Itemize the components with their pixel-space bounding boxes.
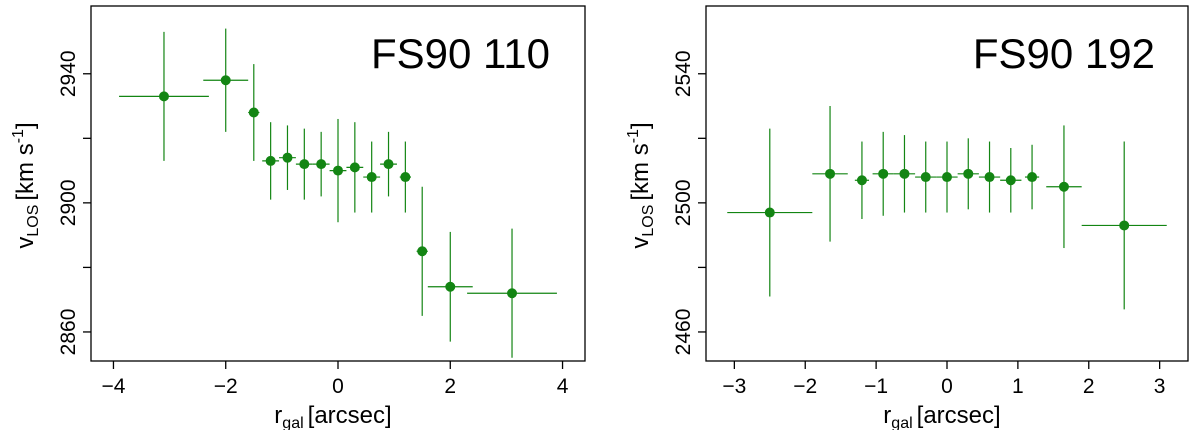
x-axis-label-sub: gal (282, 415, 303, 430)
y-axis-label-exponent: -1 (625, 129, 642, 143)
data-point (333, 165, 343, 176)
data-point (507, 288, 518, 299)
y-tick-label: 2940 (57, 50, 80, 97)
x-axis-label-main: r (274, 402, 282, 429)
y-axis-label-close: ] (627, 122, 654, 129)
y-axis-label-sub: LOS (25, 205, 42, 237)
data-point (248, 107, 259, 118)
data-point-group (363, 141, 381, 213)
data-point (265, 155, 276, 166)
x-tick-label: 1 (1012, 375, 1024, 398)
x-tick-label: −2 (793, 375, 817, 398)
x-axis-label-unit: [arcsec] (308, 402, 392, 429)
data-point-group (399, 141, 411, 213)
x-axis-label-sub: gal (891, 415, 912, 430)
data-point (158, 91, 169, 102)
data-point (299, 159, 310, 170)
x-tick-label: 3 (1154, 375, 1166, 398)
data-point-group (854, 141, 870, 219)
data-point (920, 172, 931, 183)
y-axis-label-exponent: -1 (10, 129, 27, 143)
data-point-group (915, 141, 937, 213)
data-point-group (727, 128, 813, 297)
data-point (825, 168, 836, 179)
x-tick-label: 2 (444, 375, 456, 398)
data-point-group (248, 64, 260, 161)
y-tick-label: 2860 (57, 309, 80, 356)
data-point (984, 172, 995, 183)
x-axis-label: rgal [arcsec] (883, 402, 1000, 430)
data-point (899, 168, 910, 179)
data-point-group (119, 31, 209, 161)
y-tick-label: 2500 (672, 180, 695, 227)
y-axis-label-main: v (627, 237, 654, 249)
y-axis-label: vLOS [km s-1] (10, 122, 42, 248)
data-point-group (1000, 148, 1022, 213)
y-axis-label-unit: [km s (627, 143, 654, 200)
y-axis-label-main: v (12, 237, 39, 249)
y-axis-label: vLOS [km s-1] (625, 122, 657, 248)
data-point-group (279, 125, 296, 190)
data-point-group (978, 141, 1001, 213)
data-point (445, 281, 456, 292)
data-point (220, 75, 231, 86)
data-point (856, 175, 867, 186)
chart-panel-fs90-110: −4 −2 0 2 4 2860 2900 2940 FS90 110 rgal [arcsec] v… (10, 5, 586, 430)
x-tick-label: −1 (864, 375, 888, 398)
x-axis-label: rgal [arcsec] (274, 402, 391, 430)
x-tick-label: 2 (1083, 375, 1095, 398)
chart-panel-fs90-192: −3 −2 −1 0 1 2 3 2460 2500 2540 FS90 192 rgal [arcse… (625, 5, 1189, 430)
y-tick-label: 2460 (672, 309, 695, 356)
data-point (400, 172, 411, 183)
data-point-group (1046, 125, 1082, 249)
data-point (316, 159, 327, 170)
x-tick-label: 0 (941, 375, 953, 398)
data-point-group (312, 131, 330, 197)
data-point-group (893, 135, 916, 213)
data-point-group (427, 231, 473, 342)
data-point-group (957, 138, 979, 210)
x-tick-label: −2 (214, 375, 238, 398)
data-point-group (1024, 144, 1040, 210)
chart-title: FS90 110 (371, 30, 550, 77)
data-point-group (1081, 141, 1167, 310)
data-point-group (262, 122, 280, 200)
data-point (878, 168, 889, 179)
data-point (1027, 172, 1038, 183)
data-point-group (416, 186, 428, 316)
y-axis-label-close: ] (12, 122, 39, 129)
x-axis-label-unit: [arcsec] (917, 402, 1001, 429)
data-point (942, 172, 952, 183)
data-point (282, 152, 293, 163)
data-point (1058, 181, 1069, 192)
data-point-group (467, 228, 557, 358)
x-tick-label: 4 (557, 375, 569, 398)
y-tick-label: 2900 (57, 180, 80, 227)
x-tick-label: −4 (101, 375, 125, 398)
data-point-group (346, 122, 364, 213)
data-point (417, 246, 428, 257)
data-point (764, 207, 775, 218)
x-tick-label: 0 (332, 375, 344, 398)
data-point-group (812, 106, 848, 242)
data-point-group (872, 131, 894, 216)
data-point (383, 159, 394, 170)
data-point-group (936, 141, 958, 213)
data-point-group (329, 118, 347, 223)
x-tick-label: −3 (722, 375, 746, 398)
data-point (963, 168, 974, 179)
data-point (366, 172, 377, 183)
chart-title: FS90 192 (973, 30, 1155, 77)
data-point (1005, 175, 1016, 186)
x-axis-label-main: r (883, 402, 891, 429)
data-point-group (295, 128, 313, 200)
y-tick-label: 2540 (672, 50, 695, 97)
data-point (349, 162, 360, 173)
y-axis-label-unit: [km s (12, 143, 39, 200)
y-axis-label-sub: LOS (640, 205, 657, 237)
data-point-group (380, 131, 397, 197)
data-point-group (203, 28, 249, 132)
data-point (1119, 220, 1130, 231)
